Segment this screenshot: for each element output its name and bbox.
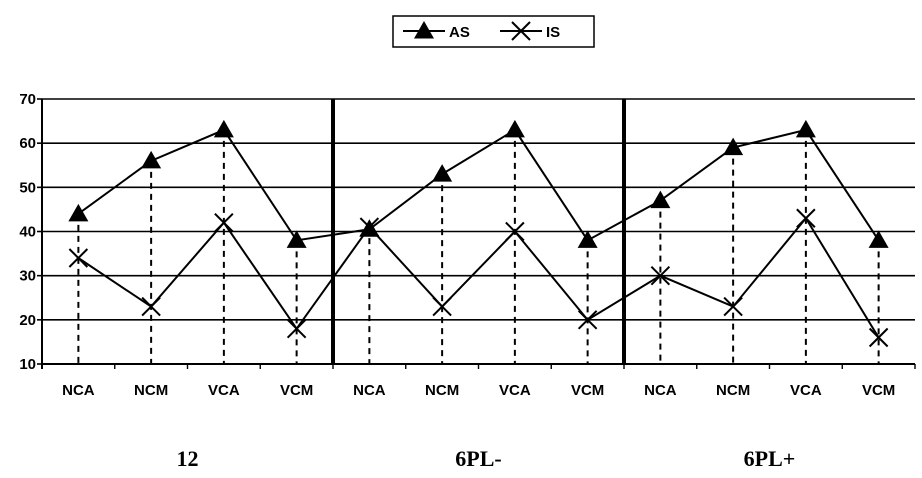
point-as bbox=[723, 137, 744, 156]
marker-stroke bbox=[577, 310, 598, 330]
y-tick-label: 30 bbox=[19, 268, 36, 285]
y-tick-label: 10 bbox=[19, 356, 36, 373]
labels: 10 20 30 40 50 60 70 NCA NCM VCA VCM NCA NCM VCA VCM NC… bbox=[19, 91, 895, 471]
point-is bbox=[68, 248, 89, 268]
x-tick-label: NCA bbox=[644, 382, 677, 399]
x-tick-label: VCA bbox=[499, 382, 531, 399]
x-tick-label: VCM bbox=[571, 382, 604, 399]
y-tick-label: 60 bbox=[19, 135, 36, 152]
series-layer bbox=[68, 119, 889, 348]
point-is bbox=[650, 265, 671, 286]
marker-stroke bbox=[432, 296, 452, 317]
point-is bbox=[286, 318, 307, 339]
gridlines bbox=[42, 98, 915, 365]
group-label: 6PL+ bbox=[744, 446, 796, 471]
x-tick-label: VCM bbox=[862, 382, 895, 399]
point-as bbox=[432, 164, 453, 182]
point-is bbox=[723, 296, 743, 317]
legend-marker-triangle bbox=[414, 21, 434, 39]
legend: AS IS bbox=[392, 15, 595, 48]
marker-stroke bbox=[68, 248, 89, 268]
x-tick-label: VCA bbox=[208, 382, 240, 399]
x-tick-label: NCA bbox=[353, 382, 386, 399]
point-as bbox=[286, 230, 307, 248]
x-tick-label: NCM bbox=[425, 382, 459, 399]
point-as bbox=[141, 150, 162, 169]
point-as bbox=[213, 119, 234, 138]
legend-label: IS bbox=[546, 24, 560, 41]
axes bbox=[37, 98, 916, 369]
marker-stroke bbox=[286, 318, 307, 339]
point-as bbox=[868, 230, 889, 248]
y-tick-label: 50 bbox=[19, 179, 36, 196]
marker-stroke bbox=[650, 265, 671, 286]
point-as bbox=[795, 119, 816, 138]
marker-stroke bbox=[214, 212, 234, 233]
point-is bbox=[359, 217, 380, 237]
point-is bbox=[214, 212, 234, 233]
y-tick-label: 70 bbox=[19, 91, 36, 108]
x-tick-label: VCA bbox=[790, 382, 822, 399]
point-is bbox=[796, 208, 816, 228]
series-line-as bbox=[77, 128, 880, 242]
y-tick-label: 40 bbox=[19, 224, 36, 241]
marker-stroke bbox=[505, 221, 525, 242]
y-tick-label: 20 bbox=[19, 312, 36, 329]
x-tick-label: NCA bbox=[62, 382, 95, 399]
legend-label: AS bbox=[449, 24, 470, 41]
marker-stroke bbox=[511, 21, 531, 41]
marker-stroke bbox=[141, 296, 161, 317]
point-is bbox=[432, 296, 452, 317]
group-label: 6PL- bbox=[455, 446, 501, 471]
drop-lines bbox=[77, 129, 880, 364]
point-as bbox=[650, 190, 671, 209]
point-as bbox=[577, 230, 598, 248]
x-tick-label: VCM bbox=[280, 382, 313, 399]
point-is bbox=[868, 327, 889, 348]
marker-stroke bbox=[359, 217, 380, 237]
marker-stroke bbox=[868, 327, 889, 348]
x-tick-label: NCM bbox=[134, 382, 168, 399]
point-is bbox=[141, 296, 161, 317]
marker-stroke bbox=[723, 296, 743, 317]
point-is bbox=[505, 221, 525, 242]
point-as bbox=[504, 119, 525, 138]
x-tick-label: NCM bbox=[716, 382, 750, 399]
marker-stroke bbox=[796, 208, 816, 228]
legend-marker-x bbox=[511, 21, 531, 41]
group-label: 12 bbox=[177, 446, 199, 471]
point-as bbox=[68, 203, 89, 222]
series-line-is bbox=[77, 216, 880, 339]
point-is bbox=[577, 310, 598, 330]
